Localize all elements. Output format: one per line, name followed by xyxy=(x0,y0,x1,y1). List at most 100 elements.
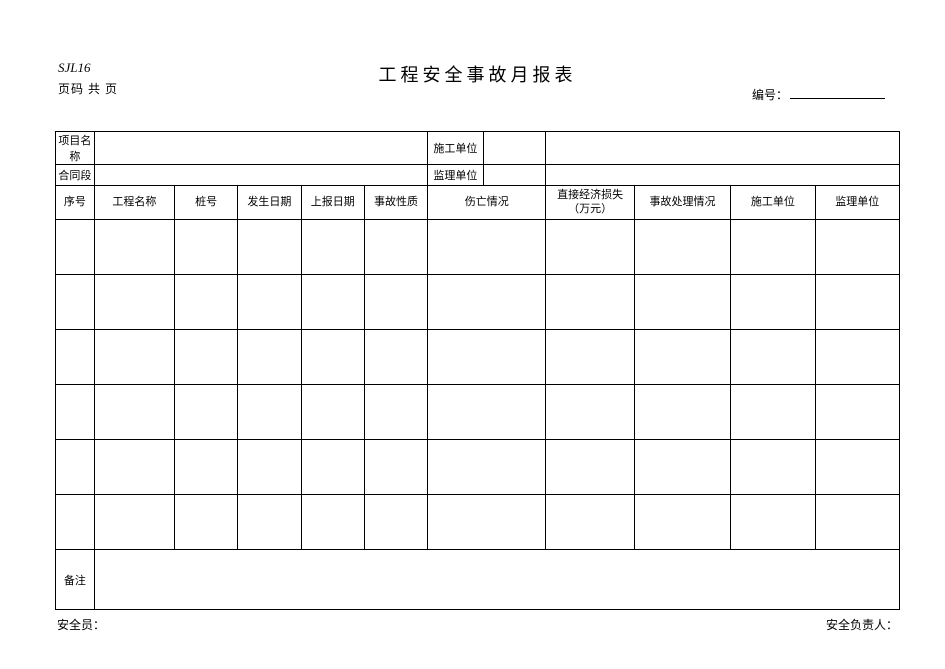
table-cell xyxy=(731,440,815,495)
construction-unit-header-cell: 施工单位 xyxy=(428,132,546,165)
table-cell xyxy=(731,495,815,550)
table-cell xyxy=(428,495,546,550)
col-supervision-unit: 监理单位 xyxy=(815,186,899,220)
col-seq: 序号 xyxy=(56,186,95,220)
contract-section-value xyxy=(94,165,427,186)
report-table: 项目名称 施工单位 合同段 监理单位 序号 工程名称 桩号 发生日期 上报日期 … xyxy=(55,131,900,610)
table-cell xyxy=(428,330,546,385)
table-cell xyxy=(815,495,899,550)
table-cell xyxy=(731,330,815,385)
table-cell xyxy=(815,385,899,440)
table-cell xyxy=(301,495,364,550)
notes-row: 备注 xyxy=(56,550,900,610)
table-cell xyxy=(238,275,301,330)
doc-number-underline xyxy=(790,89,885,99)
table-cell xyxy=(634,495,730,550)
table-cell xyxy=(56,220,95,275)
table-cell xyxy=(546,220,635,275)
table-cell xyxy=(815,220,899,275)
table-row xyxy=(56,220,900,275)
table-cell xyxy=(731,275,815,330)
table-cell xyxy=(94,275,174,330)
table-row xyxy=(56,275,900,330)
table-cell xyxy=(364,440,427,495)
table-cell xyxy=(56,385,95,440)
info-row-1: 项目名称 施工单位 xyxy=(56,132,900,165)
table-cell xyxy=(546,440,635,495)
col-project: 工程名称 xyxy=(94,186,174,220)
table-cell xyxy=(301,385,364,440)
project-name-value xyxy=(94,132,427,165)
supervision-unit-header-cell: 监理单位 xyxy=(428,165,546,186)
table-cell xyxy=(174,440,237,495)
col-construction-unit: 施工单位 xyxy=(731,186,815,220)
table-cell xyxy=(634,440,730,495)
table-cell xyxy=(174,220,237,275)
notes-label: 备注 xyxy=(56,550,95,610)
table-cell xyxy=(56,495,95,550)
project-name-label: 项目名称 xyxy=(56,132,95,165)
table-cell xyxy=(731,220,815,275)
col-casualty: 伤亡情况 xyxy=(428,186,546,220)
table-cell xyxy=(94,495,174,550)
table-cell xyxy=(94,220,174,275)
table-cell xyxy=(634,385,730,440)
table-cell xyxy=(174,330,237,385)
column-header-row: 序号 工程名称 桩号 发生日期 上报日期 事故性质 伤亡情况 直接经济损失 （万… xyxy=(56,186,900,220)
form-code: SJL16 xyxy=(58,60,91,76)
table-cell xyxy=(364,275,427,330)
table-cell xyxy=(301,330,364,385)
table-cell xyxy=(428,275,546,330)
safety-officer-label: 安全员： xyxy=(57,616,105,633)
table-cell xyxy=(815,440,899,495)
table-cell xyxy=(301,440,364,495)
col-handling: 事故处理情况 xyxy=(634,186,730,220)
table-cell xyxy=(634,275,730,330)
table-cell xyxy=(238,220,301,275)
col-report-date: 上报日期 xyxy=(301,186,364,220)
table-cell xyxy=(94,440,174,495)
doc-number-field: 编号： xyxy=(752,86,885,103)
col-occur-date: 发生日期 xyxy=(238,186,301,220)
table-cell xyxy=(546,330,635,385)
table-cell xyxy=(634,220,730,275)
table-cell xyxy=(238,440,301,495)
table-row xyxy=(56,495,900,550)
table-cell xyxy=(174,385,237,440)
info-row-2: 合同段 监理单位 xyxy=(56,165,900,186)
notes-value xyxy=(94,550,899,610)
table-cell xyxy=(731,385,815,440)
footer: 安全员： 安全负责人： xyxy=(55,616,900,633)
table-cell xyxy=(634,330,730,385)
col-loss: 直接经济损失 （万元） xyxy=(546,186,635,220)
col-loss-line1: 直接经济损失 xyxy=(557,189,623,201)
table-cell xyxy=(238,385,301,440)
page-title: 工程安全事故月报表 xyxy=(55,55,900,87)
table-cell xyxy=(428,220,546,275)
table-cell xyxy=(546,385,635,440)
table-cell xyxy=(546,495,635,550)
table-cell xyxy=(546,275,635,330)
table-cell xyxy=(56,330,95,385)
table-cell xyxy=(238,330,301,385)
col-nature: 事故性质 xyxy=(364,186,427,220)
table-cell xyxy=(238,495,301,550)
construction-unit-value xyxy=(546,132,900,165)
contract-section-label: 合同段 xyxy=(56,165,95,186)
page-declaration: 页码 共 页 xyxy=(58,80,118,97)
table-cell xyxy=(94,385,174,440)
table-cell xyxy=(56,440,95,495)
supervision-unit-value xyxy=(546,165,900,186)
table-cell xyxy=(428,385,546,440)
table-cell xyxy=(94,330,174,385)
table-cell xyxy=(301,275,364,330)
table-cell xyxy=(815,330,899,385)
supervision-unit-label: 监理单位 xyxy=(428,165,483,185)
table-cell xyxy=(364,385,427,440)
table-cell xyxy=(364,220,427,275)
table-row xyxy=(56,440,900,495)
construction-unit-value-a xyxy=(483,132,545,164)
table-cell xyxy=(301,220,364,275)
table-cell xyxy=(428,440,546,495)
table-cell xyxy=(815,275,899,330)
